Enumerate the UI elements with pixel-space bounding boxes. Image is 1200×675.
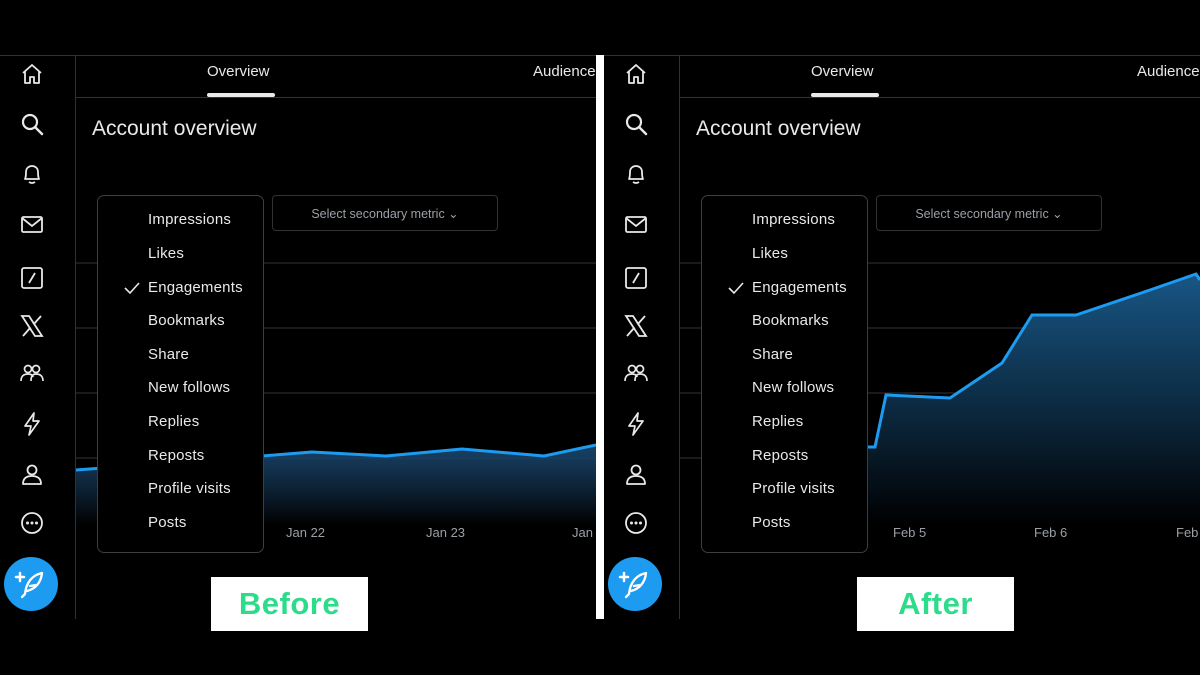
- x-tick-label: Jan 22: [286, 525, 326, 540]
- menu-item-bookmarks[interactable]: Bookmarks: [752, 312, 829, 329]
- menu-item-share[interactable]: Share: [148, 346, 190, 363]
- panel-divider: [596, 55, 604, 619]
- menu-item-impressions[interactable]: Impressions: [148, 211, 232, 228]
- home-icon: [626, 64, 646, 84]
- menu-item-reposts[interactable]: Reposts: [752, 447, 809, 464]
- profile-icon: [22, 464, 42, 485]
- menu-item-profile-visits[interactable]: Profile visits: [752, 480, 835, 497]
- menu-item-posts[interactable]: Posts: [148, 514, 187, 531]
- menu-item-likes[interactable]: Likes: [752, 245, 789, 262]
- compose-post-button[interactable]: [608, 557, 662, 611]
- communities-nav-button[interactable]: [622, 359, 650, 387]
- sidebar: [0, 55, 76, 619]
- bell-nav-button[interactable]: [18, 160, 46, 188]
- checkmark-icon: [124, 282, 140, 295]
- x-logo-nav-button[interactable]: [622, 312, 650, 340]
- communities-nav-button[interactable]: [18, 359, 46, 387]
- main-content: Overview Audience Account overview Selec…: [76, 55, 596, 619]
- x-logo-nav-button[interactable]: [18, 312, 46, 340]
- lightning-nav-button[interactable]: [622, 410, 650, 438]
- tab-overview[interactable]: Overview: [811, 63, 874, 80]
- x-tick-label: Jan 23: [426, 525, 466, 540]
- secondary-metric-select[interactable]: Select secondary metric ⌄: [272, 195, 498, 231]
- bell-icon: [24, 165, 40, 184]
- tab-active-indicator: [811, 93, 879, 97]
- profile-icon: [626, 464, 646, 485]
- page-title: Account overview: [92, 117, 257, 140]
- menu-item-new-follows[interactable]: New follows: [752, 379, 835, 396]
- search-nav-button[interactable]: [622, 110, 650, 138]
- menu-item-engagements[interactable]: Engagements: [148, 279, 243, 296]
- more-nav-button[interactable]: [18, 509, 46, 537]
- communities-icon: [624, 364, 648, 382]
- menu-item-replies[interactable]: Replies: [752, 413, 804, 430]
- top-border: [0, 55, 596, 56]
- communities-icon: [20, 364, 44, 382]
- series-line: [866, 272, 1200, 449]
- search-nav-button[interactable]: [18, 110, 46, 138]
- more-nav-button[interactable]: [622, 509, 650, 537]
- mail-icon: [625, 216, 647, 233]
- bell-nav-button[interactable]: [622, 160, 650, 188]
- grok-icon: [625, 267, 647, 289]
- top-border: [604, 55, 1200, 56]
- tab-bar: Overview Audience: [680, 55, 1200, 98]
- feather-plus-icon: [14, 571, 44, 599]
- tab-audience[interactable]: Audience: [1137, 63, 1200, 80]
- menu-item-engagements[interactable]: Engagements: [752, 279, 847, 296]
- menu-item-likes[interactable]: Likes: [148, 245, 185, 262]
- before-panel: Overview Audience Account overview Selec…: [0, 55, 596, 619]
- home-icon: [22, 64, 42, 84]
- lightning-icon: [628, 412, 644, 436]
- search-icon: [21, 113, 44, 136]
- more-icon: [21, 512, 43, 534]
- mail-nav-button[interactable]: [622, 210, 650, 238]
- x-logo-icon: [20, 315, 44, 337]
- page-title: Account overview: [696, 117, 861, 140]
- x-tick-label: Feb: [1176, 525, 1199, 540]
- search-icon: [625, 113, 648, 136]
- metric-dropdown: Impressions Likes Engagements Bookmarks …: [701, 195, 868, 553]
- menu-item-bookmarks[interactable]: Bookmarks: [148, 312, 225, 329]
- menu-item-impressions[interactable]: Impressions: [752, 211, 836, 228]
- grok-icon: [21, 267, 43, 289]
- checkmark-icon: [728, 282, 744, 295]
- x-tick-label: Feb 5: [893, 525, 927, 540]
- after-panel: Overview Audience Account overview Selec…: [604, 55, 1200, 619]
- grok-nav-button[interactable]: [622, 264, 650, 292]
- home-nav-button[interactable]: [622, 60, 650, 88]
- tab-audience[interactable]: Audience: [533, 63, 596, 80]
- sidebar: [604, 55, 680, 619]
- x-logo-icon: [624, 315, 648, 337]
- before-badge: Before: [211, 577, 368, 631]
- lightning-icon: [24, 412, 40, 436]
- main-content: Overview Audience Account overview Selec…: [680, 55, 1200, 619]
- tab-overview[interactable]: Overview: [207, 63, 270, 80]
- x-tick-label: Jan: [572, 525, 593, 540]
- more-icon: [625, 512, 647, 534]
- x-tick-label: Feb 6: [1034, 525, 1068, 540]
- mail-icon: [21, 216, 43, 233]
- compose-post-button[interactable]: [4, 557, 58, 611]
- menu-item-new-follows[interactable]: New follows: [148, 379, 231, 396]
- menu-item-posts[interactable]: Posts: [752, 514, 791, 531]
- menu-item-replies[interactable]: Replies: [148, 413, 200, 430]
- home-nav-button[interactable]: [18, 60, 46, 88]
- area-fill: [866, 274, 1200, 525]
- profile-nav-button[interactable]: [622, 460, 650, 488]
- lightning-nav-button[interactable]: [18, 410, 46, 438]
- menu-item-reposts[interactable]: Reposts: [148, 447, 205, 464]
- mail-nav-button[interactable]: [18, 210, 46, 238]
- menu-item-profile-visits[interactable]: Profile visits: [148, 480, 231, 497]
- secondary-metric-select[interactable]: Select secondary metric ⌄: [876, 195, 1102, 231]
- after-badge: After: [857, 577, 1014, 631]
- menu-item-share[interactable]: Share: [752, 346, 794, 363]
- profile-nav-button[interactable]: [18, 460, 46, 488]
- tab-active-indicator: [207, 93, 275, 97]
- feather-plus-icon: [618, 571, 648, 599]
- tab-bar: Overview Audience: [76, 55, 596, 98]
- grok-nav-button[interactable]: [18, 264, 46, 292]
- metric-dropdown: Impressions Likes Engagements Bookmarks …: [97, 195, 264, 553]
- bell-icon: [628, 165, 644, 184]
